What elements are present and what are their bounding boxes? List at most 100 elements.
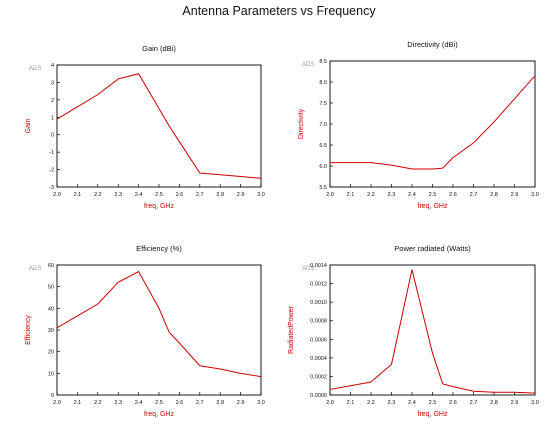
x-tick-label: 2.2 bbox=[367, 400, 375, 406]
y-tick-label: 8.0 bbox=[319, 80, 327, 86]
x-tick-label: 2.8 bbox=[216, 192, 224, 198]
x-tick-label: 2.1 bbox=[347, 400, 355, 406]
x-tick-label: 2.0 bbox=[53, 400, 61, 406]
series-line-1 bbox=[56, 270, 262, 378]
x-axis-label: freq, GHz bbox=[144, 203, 174, 210]
x-tick-label: 2.6 bbox=[176, 400, 184, 406]
x-tick-label: 2.4 bbox=[408, 192, 416, 198]
y-tick-label: 2 bbox=[51, 98, 54, 104]
x-tick-label: 2.0 bbox=[53, 192, 61, 198]
y-tick-label: 5.5 bbox=[319, 185, 327, 191]
y-tick-label: 6.5 bbox=[319, 143, 327, 149]
chart-title: Power radiated (Watts) bbox=[394, 244, 471, 253]
y-tick-label: 7.5 bbox=[319, 101, 327, 107]
y-tick-label: 0.0012 bbox=[310, 282, 327, 288]
y-tick-label: 0 bbox=[51, 133, 54, 139]
x-tick-label: 2.2 bbox=[94, 192, 102, 198]
y-tick-label: 0.0008 bbox=[310, 319, 327, 325]
ads-brand-label: ADS bbox=[29, 66, 41, 72]
plot-frame bbox=[56, 264, 262, 396]
y-tick-label: 1 bbox=[51, 115, 54, 121]
x-tick-label: 2.7 bbox=[470, 400, 478, 406]
chart-title: Efficiency (%) bbox=[136, 244, 182, 253]
y-tick-label: 0.0010 bbox=[310, 300, 327, 306]
chart-panel-2: Directivity (dBi) ADS 2.0 2.1 2.2 2.3 2.4 2.5 2.… bbox=[298, 40, 539, 210]
y-tick-label: 4 bbox=[51, 63, 54, 69]
x-tick-label: 2.5 bbox=[155, 192, 163, 198]
y-tick-label: 0.0000 bbox=[310, 393, 327, 399]
chart-panel-3: Efficiency (%) ADS 2.0 2.1 2.2 2.3 2.4 2.5 2.6 2.… bbox=[25, 244, 265, 418]
x-tick-label: 2.5 bbox=[429, 400, 437, 406]
y-tick-label: -1 bbox=[49, 150, 54, 156]
x-tick-label: 2.8 bbox=[216, 400, 224, 406]
y-tick-label: 0.0004 bbox=[310, 356, 327, 362]
x-tick-label: 2.3 bbox=[114, 400, 122, 406]
x-tick-label: 2.7 bbox=[196, 192, 204, 198]
x-tick-label: 2.5 bbox=[155, 400, 163, 406]
y-tick-label: 40 bbox=[48, 306, 54, 312]
y-tick-label: -2 bbox=[49, 168, 54, 174]
series-line-1 bbox=[56, 73, 262, 179]
x-tick-label: 2.9 bbox=[511, 192, 519, 198]
series-line-1 bbox=[330, 75, 536, 170]
x-tick-label: 2.7 bbox=[470, 192, 478, 198]
y-axis-label: Directivity bbox=[298, 108, 305, 139]
x-tick-label: 2.1 bbox=[347, 192, 355, 198]
x-tick-label: 2.4 bbox=[135, 192, 143, 198]
y-tick-label: 60 bbox=[48, 263, 54, 269]
y-tick-label: 8.5 bbox=[319, 59, 327, 65]
figure-title: Antenna Parameters vs Frequency bbox=[182, 4, 376, 18]
x-tick-label: 2.7 bbox=[196, 400, 204, 406]
x-tick-label: 2.2 bbox=[94, 400, 102, 406]
x-tick-label: 3.0 bbox=[257, 400, 265, 406]
x-axis-label: freq, GHz bbox=[418, 203, 448, 210]
y-tick-label: 0.0014 bbox=[310, 263, 327, 269]
x-tick-label: 2.6 bbox=[449, 400, 457, 406]
y-tick-label: 30 bbox=[48, 328, 54, 334]
y-tick-label: -3 bbox=[49, 185, 54, 191]
y-tick-label: 0.0002 bbox=[310, 374, 327, 380]
series-line-1 bbox=[329, 269, 536, 394]
chart-title: Gain (dBi) bbox=[142, 44, 176, 53]
ads-brand-label: ADS bbox=[302, 62, 314, 68]
chart-panel-4: Power radiated (Watts) ADS 2.0 2.1 2.2 2.3 2.4… bbox=[288, 244, 539, 418]
x-tick-label: 2.4 bbox=[408, 400, 416, 406]
x-tick-label: 2.1 bbox=[74, 400, 82, 406]
x-tick-label: 2.3 bbox=[388, 400, 396, 406]
x-tick-label: 2.6 bbox=[449, 192, 457, 198]
x-tick-label: 2.0 bbox=[326, 192, 334, 198]
ads-brand-label: ADS bbox=[302, 266, 314, 272]
x-tick-label: 2.4 bbox=[135, 400, 143, 406]
x-tick-label: 3.0 bbox=[257, 192, 265, 198]
x-tick-label: 2.9 bbox=[237, 192, 245, 198]
y-tick-label: 7.0 bbox=[319, 122, 327, 128]
x-tick-label: 2.5 bbox=[429, 192, 437, 198]
x-tick-label: 3.0 bbox=[531, 192, 539, 198]
y-tick-label: 6.0 bbox=[319, 164, 327, 170]
x-tick-label: 2.9 bbox=[237, 400, 245, 406]
x-tick-label: 2.0 bbox=[326, 400, 334, 406]
y-tick-label: 3 bbox=[51, 80, 54, 86]
chart-title: Directivity (dBi) bbox=[407, 40, 458, 49]
x-tick-label: 2.8 bbox=[490, 400, 498, 406]
plot-frame bbox=[56, 64, 262, 188]
y-axis-label: Efficiency bbox=[25, 315, 32, 345]
y-tick-label: 0.0006 bbox=[310, 337, 327, 343]
x-tick-label: 3.0 bbox=[531, 400, 539, 406]
plot-frame bbox=[329, 264, 536, 396]
plot-frame bbox=[329, 60, 536, 188]
x-tick-label: 2.6 bbox=[176, 192, 184, 198]
chart-panel-1: Gain (dBi) ADS 2.0 2.1 2.2 2.3 2.4 2.5 2.6 2.7 2.8… bbox=[25, 44, 265, 210]
y-tick-label: 50 bbox=[48, 285, 54, 291]
y-tick-label: 0 bbox=[51, 393, 54, 399]
x-tick-label: 2.8 bbox=[490, 192, 498, 198]
y-axis-label: Gain bbox=[25, 119, 32, 134]
x-tick-label: 2.2 bbox=[367, 192, 375, 198]
x-tick-label: 2.9 bbox=[511, 400, 519, 406]
y-tick-label: 20 bbox=[48, 350, 54, 356]
x-tick-label: 2.3 bbox=[114, 192, 122, 198]
y-tick-label: 10 bbox=[48, 371, 54, 377]
x-axis-label: freq, GHz bbox=[144, 411, 174, 418]
